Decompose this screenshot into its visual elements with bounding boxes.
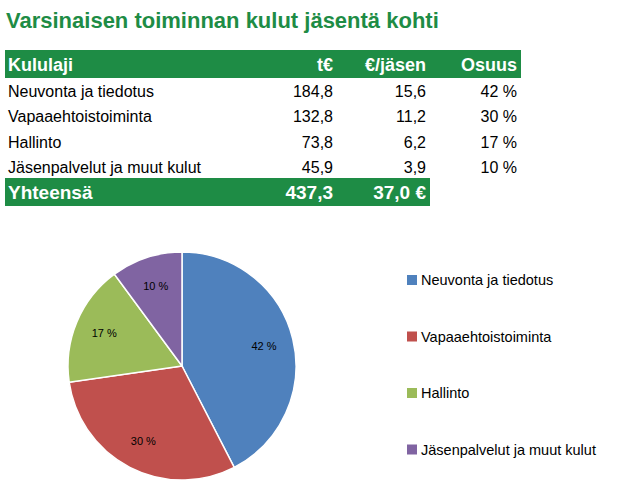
table-cell: 73,8	[302, 134, 333, 151]
table-cell: 132,8	[293, 108, 333, 125]
data-label: 30 %	[131, 435, 156, 447]
table-cell: Jäsenpalvelut ja muut kulut	[8, 159, 202, 176]
pie-labels: 42 % 30 % 17 % 10 %	[92, 280, 277, 447]
table-cell: 10 %	[481, 159, 517, 176]
table-header-cell: €/jäsen	[365, 55, 426, 75]
table-cell: 6,2	[404, 134, 426, 151]
legend-entry: Vapaaehtoistoiminta	[421, 329, 552, 345]
table-cell: 42 %	[481, 83, 517, 100]
table-cell: 45,9	[302, 159, 333, 176]
data-label: 10 %	[143, 280, 168, 292]
legend: Neuvonta ja tiedotus Vapaaehtoistoiminta H…	[407, 272, 596, 458]
table-cell: 184,8	[293, 83, 333, 100]
table-total-cell: Yhteensä	[8, 182, 93, 203]
table-header-band	[5, 50, 521, 78]
table-total-cell: 437,3	[285, 182, 333, 203]
title: Varsinaisen toiminnan kulut jäsentä koht…	[6, 8, 439, 33]
table-cell: Neuvonta ja tiedotus	[8, 83, 154, 100]
legend-swatch	[407, 445, 417, 455]
pie-slice	[114, 252, 182, 366]
legend-entry: Neuvonta ja tiedotus	[421, 272, 553, 288]
table-cell: Hallinto	[8, 134, 61, 151]
table-header-cell: Osuus	[461, 55, 517, 75]
legend-entry: Hallinto	[421, 385, 469, 401]
page: Varsinaisen toiminnan kulut jäsentä koht…	[0, 0, 623, 488]
table-header-cell: t€	[317, 55, 333, 75]
table-header-cell: Kululaji	[8, 55, 73, 75]
table-cell: 17 %	[481, 134, 517, 151]
legend-swatch	[407, 275, 417, 285]
table-cell: 3,9	[404, 159, 426, 176]
legend-swatch	[407, 332, 417, 342]
table-total-cell: 37,0 €	[373, 182, 426, 203]
data-label: 17 %	[92, 327, 117, 339]
table-cell: 30 %	[481, 108, 517, 125]
table: Kululaji t€ €/jäsen Osuus Neuvonta ja tiedot…	[5, 50, 521, 206]
legend-swatch	[407, 388, 417, 398]
table-total-band	[5, 178, 430, 206]
table-cell: 11,2	[396, 108, 426, 125]
table-cell: 15,6	[395, 83, 426, 100]
data-label: 42 %	[251, 340, 276, 352]
table-cell: Vapaaehtoistoiminta	[8, 108, 152, 125]
legend-entry: Jäsenpalvelut ja muut kulut	[421, 442, 596, 458]
pie	[68, 252, 296, 480]
pie-slice	[69, 366, 234, 480]
